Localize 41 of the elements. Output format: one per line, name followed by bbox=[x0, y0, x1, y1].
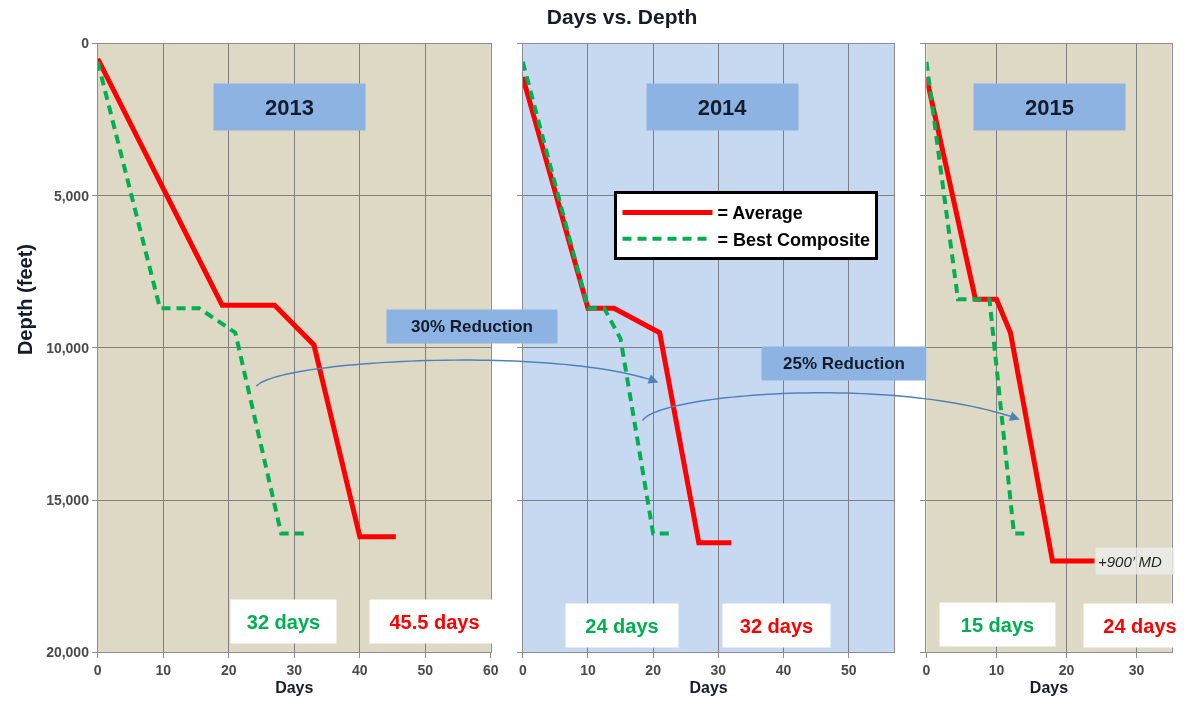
y-tick-label: 15,000 bbox=[46, 492, 90, 509]
x-tick-label: 20 bbox=[1058, 662, 1075, 679]
x-axis-title: Days bbox=[1029, 678, 1069, 696]
x-tick-label: 20 bbox=[645, 662, 662, 679]
y-axis-title: Depth (feet) bbox=[14, 244, 37, 356]
text: 2014 bbox=[697, 94, 748, 120]
y-tick-label: 10,000 bbox=[46, 339, 90, 356]
x-tick-label: 10 bbox=[988, 662, 1005, 679]
legend-label: = Average bbox=[717, 203, 803, 224]
annotation: 24 days bbox=[1103, 614, 1177, 637]
legend-label: = Best Composite bbox=[717, 229, 871, 250]
x-tick-label: 0 bbox=[93, 662, 102, 679]
x-tick-label: 10 bbox=[580, 662, 596, 679]
x-tick-label: 60 bbox=[483, 662, 499, 679]
x-axis-title: Days bbox=[689, 678, 728, 696]
annotation: +900’ MD bbox=[1098, 552, 1162, 570]
x-tick-label: 20 bbox=[220, 662, 237, 679]
x-tick-label: 30 bbox=[286, 662, 303, 679]
x-tick-label: 50 bbox=[840, 662, 857, 679]
y-tick-label: 5,000 bbox=[53, 187, 90, 204]
annotation: 32 days bbox=[739, 614, 814, 637]
annotation: 45.5 days bbox=[389, 610, 480, 633]
annotation: 24 days bbox=[585, 614, 659, 637]
text: 2015 bbox=[1025, 94, 1074, 120]
annotation: 15 days bbox=[960, 613, 1035, 636]
x-tick-label: 10 bbox=[155, 662, 172, 679]
x-tick-label: 0 bbox=[922, 662, 931, 679]
y-tick-label: 0 bbox=[81, 35, 90, 52]
x-tick-label: 50 bbox=[417, 662, 434, 679]
y-tick-label: 20,000 bbox=[46, 644, 90, 661]
x-tick-label: 40 bbox=[352, 662, 368, 679]
annotation: 30% Reduction bbox=[411, 317, 533, 336]
x-tick-label: 30 bbox=[710, 662, 727, 679]
annotation: 25% Reduction bbox=[783, 354, 905, 373]
chart-title: Days vs. Depth bbox=[546, 5, 698, 29]
x-tick-label: 40 bbox=[775, 662, 792, 679]
x-tick-label: 30 bbox=[1128, 662, 1145, 679]
x-axis-title: Days bbox=[275, 678, 314, 696]
annotation: 32 days bbox=[246, 610, 321, 633]
x-tick-label: 0 bbox=[518, 662, 527, 679]
text: 2013 bbox=[265, 94, 314, 120]
